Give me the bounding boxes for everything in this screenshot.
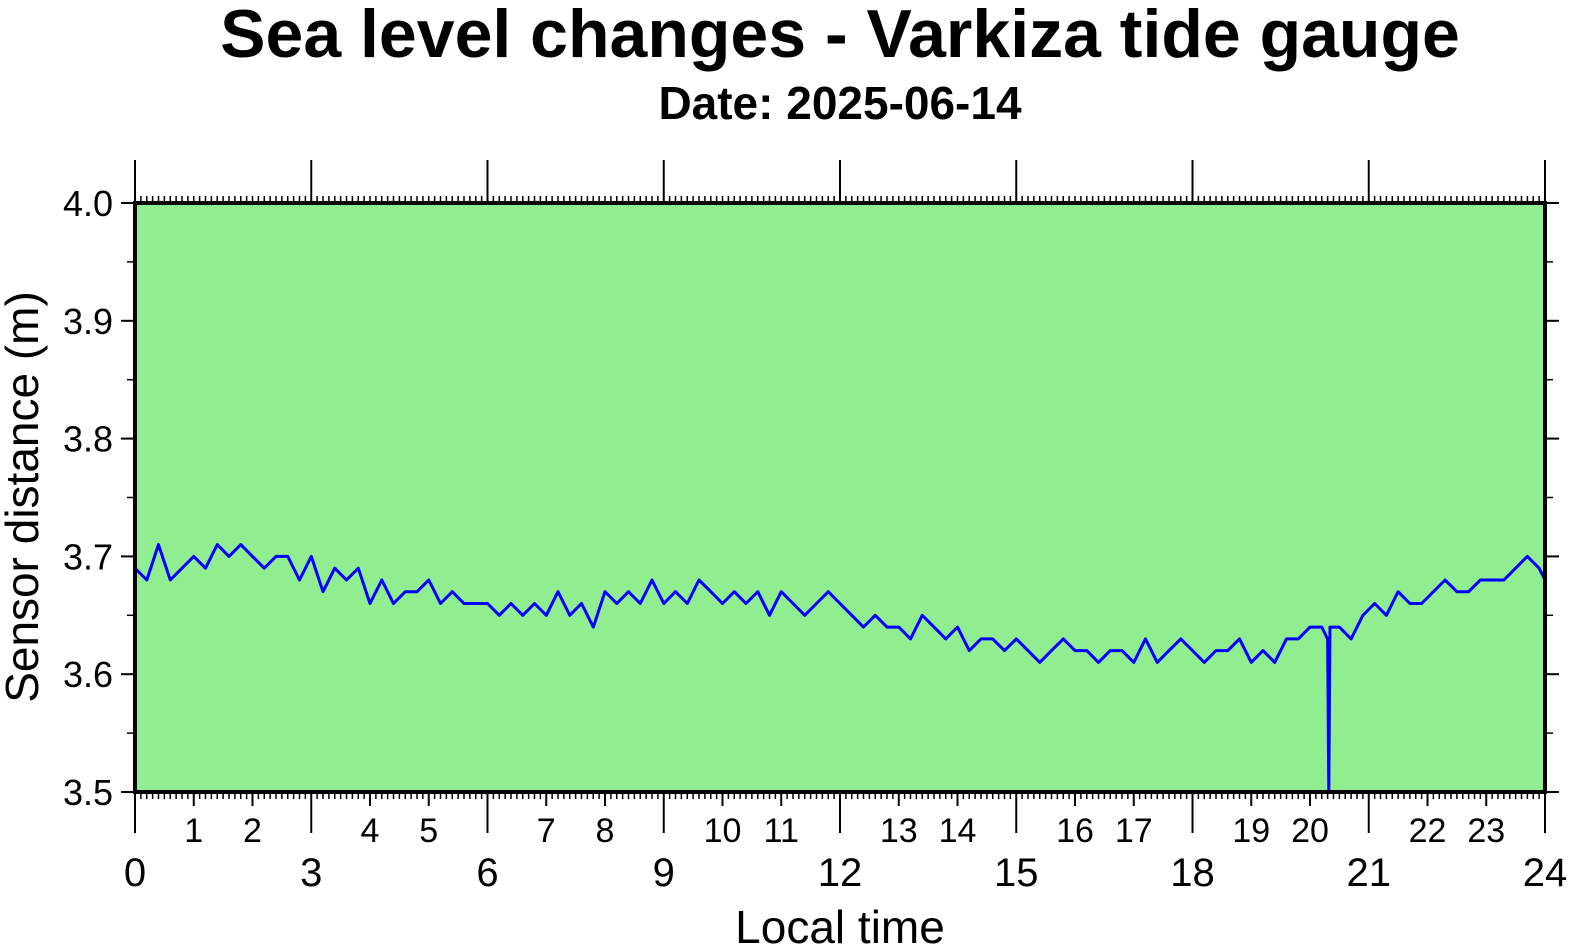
x-major-tick-label: 12 — [818, 851, 863, 895]
x-hour-tick-label: 10 — [704, 812, 742, 850]
plot-background — [135, 203, 1545, 792]
x-axis-label: Local time — [735, 901, 945, 950]
x-hour-tick-label: 11 — [764, 812, 799, 850]
sea-level-series-line — [133, 543, 1547, 794]
y-tick-label: 3.8 — [63, 419, 113, 460]
tick-labels: 1 2 4 5 7 8 10 11 13 14 16 17 19 20 22 230 3 6 9 12 15 18 21 24… — [63, 183, 1567, 895]
chart-subtitle: Date: 2025-06-14 — [658, 77, 1022, 129]
x-hour-tick-label: 1 — [184, 812, 203, 850]
x-hour-tick-label: 13 — [880, 812, 918, 850]
y-axis-label: Sensor distance (m) — [0, 291, 48, 703]
x-major-tick-label: 6 — [476, 851, 498, 895]
x-hour-tick-label: 14 — [939, 812, 977, 850]
y-tick-label: 4.0 — [63, 183, 113, 224]
x-major-tick-label: 9 — [653, 851, 675, 895]
series-layer — [133, 543, 1547, 794]
y-tick-label: 3.6 — [63, 654, 113, 695]
plot-frame — [133, 201, 1547, 794]
chart-title: Sea level changes - Varkiza tide gauge — [220, 0, 1460, 72]
x-hour-tick-label: 7 — [537, 812, 556, 850]
x-hour-tick-label: 23 — [1467, 812, 1505, 850]
y-tick-label: 3.5 — [63, 772, 113, 813]
x-hour-tick-label: 20 — [1291, 812, 1329, 850]
x-major-tick-label: 0 — [124, 851, 146, 895]
y-tick-label: 3.9 — [63, 301, 113, 342]
x-hour-tick-label: 4 — [361, 812, 380, 850]
x-hour-tick-label: 2 — [243, 812, 262, 850]
x-hour-tick-label: 22 — [1409, 812, 1447, 850]
x-major-tick-label: 3 — [300, 851, 322, 895]
x-major-tick-label: 15 — [994, 851, 1039, 895]
x-hour-tick-label: 19 — [1232, 812, 1270, 850]
x-major-tick-label: 24 — [1523, 851, 1568, 895]
y-tick-label: 3.7 — [63, 536, 113, 577]
x-major-tick-label: 18 — [1170, 851, 1215, 895]
x-hour-tick-label: 8 — [596, 812, 615, 850]
x-hour-tick-label: 16 — [1056, 812, 1094, 850]
x-major-tick-label: 21 — [1347, 851, 1392, 895]
x-hour-tick-label: 5 — [419, 812, 438, 850]
x-hour-tick-label: 17 — [1115, 812, 1153, 850]
